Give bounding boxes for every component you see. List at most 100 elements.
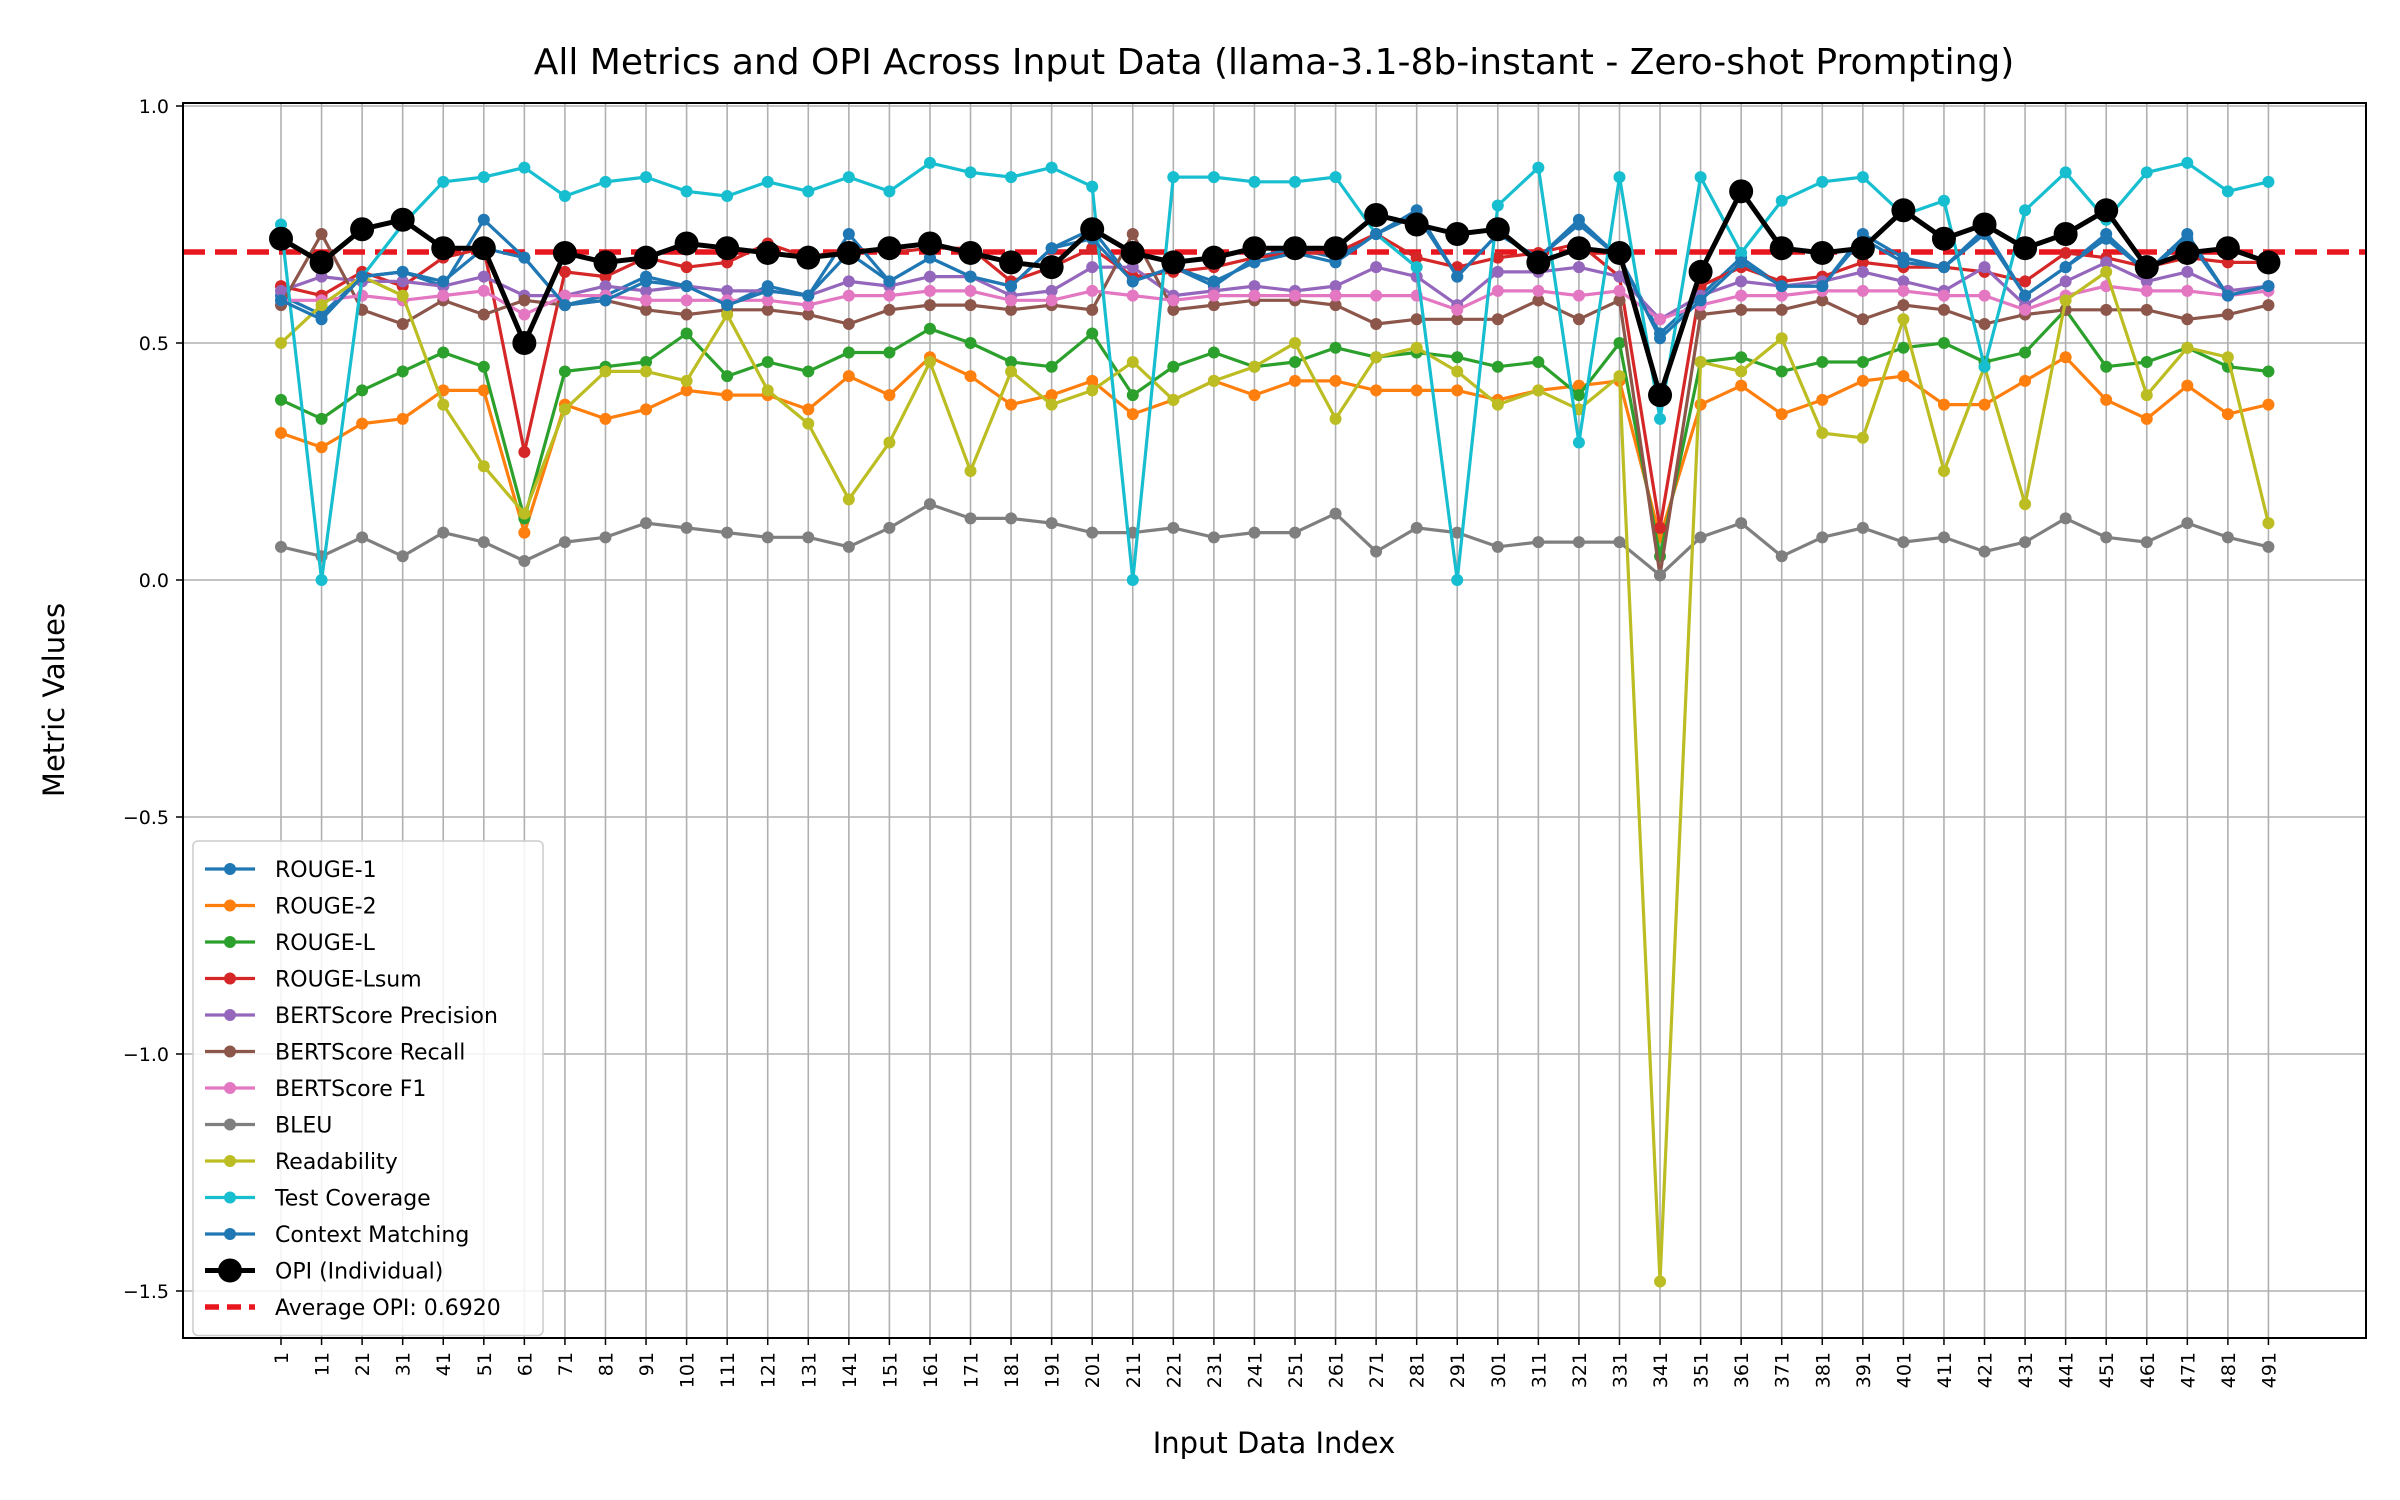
data-point-bleu <box>2262 540 2275 553</box>
data-point-opi-individual <box>471 236 496 261</box>
data-point-bertscore-f1 <box>1289 289 1301 302</box>
data-point-context-matching <box>356 270 369 283</box>
data-point-opi-individual <box>552 240 577 265</box>
x-tick-label: 211 <box>1123 1352 1145 1388</box>
legend-marker-opi-individual <box>218 1258 242 1283</box>
data-point-rouge-2 <box>1005 398 1018 411</box>
data-point-readability <box>842 493 855 506</box>
data-point-rouge-2 <box>640 403 653 416</box>
x-tick-label: 71 <box>555 1352 577 1376</box>
data-point-bertscore-recall <box>2140 303 2153 316</box>
data-point-rouge-l <box>1937 337 1950 349</box>
data-point-bertscore-recall <box>2181 313 2194 326</box>
data-point-rouge-lsum <box>1654 521 1667 534</box>
y-tick-label: −1.5 <box>123 1281 169 1303</box>
data-point-bleu <box>1451 526 1464 539</box>
x-tick-label: 471 <box>2177 1352 2199 1388</box>
data-point-rouge-2 <box>275 427 287 440</box>
series-line-bertscore-precision <box>280 260 2269 321</box>
data-point-context-matching <box>2262 280 2275 293</box>
data-point-rouge-l <box>1856 355 1869 368</box>
data-point-opi-individual <box>1931 226 1956 251</box>
data-point-rouge-2 <box>2059 351 2072 364</box>
data-point-bleu <box>2221 531 2234 544</box>
x-tick-label: 281 <box>1407 1352 1429 1388</box>
data-point-readability <box>1937 464 1950 477</box>
legend-label-bertscore-precision: BERTScore Precision <box>275 1004 498 1029</box>
data-point-opi-individual <box>1161 250 1186 275</box>
data-point-opi-individual <box>877 236 902 261</box>
data-point-bertscore-recall <box>1451 313 1464 326</box>
data-point-opi-individual <box>715 236 740 261</box>
data-point-opi-individual <box>1242 236 1267 261</box>
data-point-readability <box>2181 341 2194 354</box>
data-point-readability <box>518 507 531 520</box>
data-point-context-matching <box>883 275 896 288</box>
data-point-test-coverage <box>2140 166 2153 179</box>
data-point-rouge-l <box>1126 389 1139 402</box>
data-point-test-coverage <box>2181 156 2194 169</box>
data-point-opi-individual <box>1648 383 1673 408</box>
data-point-rouge-2 <box>1126 408 1139 421</box>
data-point-bertscore-recall <box>1775 303 1788 316</box>
data-point-rouge-2 <box>1370 384 1383 397</box>
data-point-readability <box>761 384 774 397</box>
legend-label-bertscore-recall: BERTScore Recall <box>275 1041 465 1066</box>
data-point-bleu <box>1897 536 1910 549</box>
data-point-bleu <box>1005 512 1018 525</box>
data-point-rouge-2 <box>2100 393 2113 406</box>
data-point-test-coverage <box>2019 204 2032 217</box>
data-point-opi-individual <box>836 240 861 265</box>
y-tick-label: 1.0 <box>139 96 169 118</box>
data-point-test-coverage <box>1491 199 1504 212</box>
data-point-bertscore-f1 <box>842 289 855 302</box>
data-point-rouge-2 <box>1816 393 1829 406</box>
data-point-opi-individual <box>350 217 375 242</box>
data-point-rouge-l <box>680 327 693 340</box>
data-point-bertscore-precision <box>2059 275 2072 288</box>
data-point-bertscore-f1 <box>680 294 693 307</box>
data-point-test-coverage <box>640 171 653 184</box>
data-point-readability <box>2140 389 2153 402</box>
data-point-rouge-2 <box>396 412 409 425</box>
x-tick-label: 271 <box>1366 1352 1388 1388</box>
data-point-bertscore-recall <box>761 303 774 316</box>
data-point-test-coverage <box>1572 436 1585 449</box>
data-point-opi-individual <box>796 245 821 270</box>
data-point-bleu <box>1370 545 1383 558</box>
data-point-readability <box>640 365 653 378</box>
data-point-bleu <box>761 531 774 544</box>
data-point-bertscore-f1 <box>923 284 936 297</box>
data-point-readability <box>2019 498 2032 511</box>
legend-marker-readability <box>224 1155 236 1167</box>
data-point-bertscore-recall <box>1816 294 1829 307</box>
data-point-bertscore-recall <box>396 318 409 331</box>
data-point-rouge-l <box>1897 341 1910 354</box>
data-point-readability <box>315 299 328 312</box>
x-tick-label: 371 <box>1772 1352 1794 1388</box>
data-point-rouge-2 <box>842 370 855 383</box>
data-point-readability <box>1329 412 1342 425</box>
data-point-rouge-l <box>1207 346 1220 359</box>
data-point-rouge-2 <box>1978 398 1991 411</box>
x-tick-label: 381 <box>1812 1352 1834 1388</box>
data-point-readability <box>1816 427 1829 440</box>
data-point-bleu <box>1613 536 1626 549</box>
data-point-bleu <box>1410 521 1423 534</box>
data-point-opi-individual <box>1445 221 1470 246</box>
data-point-opi-individual <box>1566 236 1591 261</box>
data-point-readability <box>923 355 936 368</box>
data-point-rouge-lsum <box>1086 242 1099 255</box>
data-point-test-coverage <box>802 185 815 198</box>
data-point-rouge-2 <box>1410 384 1423 397</box>
data-point-bleu <box>1491 540 1504 553</box>
data-point-context-matching <box>1735 256 1748 269</box>
data-point-bleu <box>1329 507 1342 520</box>
data-point-rouge-2 <box>356 417 369 430</box>
data-point-opi-individual <box>1364 203 1389 228</box>
data-point-context-matching <box>802 289 815 302</box>
x-tick-label: 451 <box>2096 1352 2118 1388</box>
data-point-bertscore-precision <box>1735 275 1748 288</box>
data-point-rouge-2 <box>1735 379 1748 392</box>
data-point-bertscore-f1 <box>1775 289 1788 302</box>
